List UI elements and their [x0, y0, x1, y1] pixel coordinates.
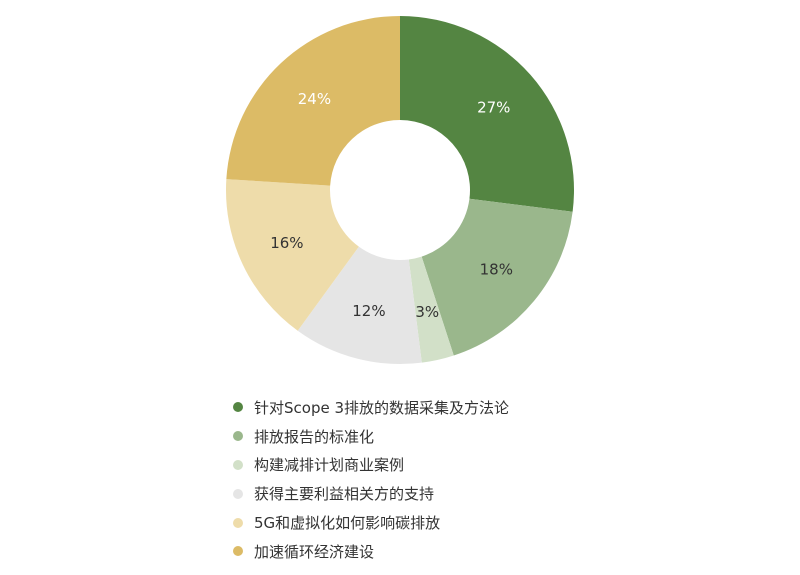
- donut-slice-1: [400, 16, 574, 212]
- slice-value-label-4: 12%: [352, 302, 385, 320]
- legend-swatch-1: [233, 402, 243, 413]
- donut-slice-5: [226, 179, 359, 331]
- slice-value-label-3: 3%: [415, 303, 439, 321]
- legend-label-5: 5G和虚拟化如何影响碳排放: [254, 514, 441, 533]
- legend-swatch-3: [233, 459, 243, 470]
- legend-swatch-5: [233, 517, 243, 528]
- slice-value-label-2: 18%: [480, 261, 513, 279]
- legend-label-3: 构建减排计划商业案例: [254, 456, 405, 475]
- legend-label-4: 获得主要利益相关方的支持: [254, 485, 435, 504]
- legend-item-1: 针对Scope 3排放的数据采集及方法论: [233, 393, 509, 422]
- legend-label-6: 加速循环经济建设: [254, 542, 375, 561]
- legend-label-2: 排放报告的标准化: [254, 427, 375, 446]
- legend-item-4: 获得主要利益相关方的支持: [233, 479, 509, 508]
- donut-slice-2: [421, 198, 573, 356]
- legend-label-1: 针对Scope 3排放的数据采集及方法论: [254, 398, 510, 417]
- legend-item-2: 排放报告的标准化: [233, 422, 509, 451]
- donut-slice-4: [297, 246, 422, 364]
- legend-item-6: 加速循环经济建设: [233, 537, 509, 566]
- legend-swatch-2: [233, 431, 243, 442]
- legend-item-5: 5G和虚拟化如何影响碳排放: [233, 508, 509, 537]
- slice-value-label-5: 16%: [270, 234, 303, 252]
- donut-slice-labels: 27% 18% 3% 12% 16% 24%: [270, 90, 513, 321]
- legend-item-3: 构建减排计划商业案例: [233, 451, 509, 480]
- legend-swatch-4: [233, 488, 243, 499]
- donut-slice-3: [408, 256, 454, 363]
- slice-value-label-6: 24%: [298, 90, 331, 108]
- slice-value-label-1: 27%: [477, 98, 510, 116]
- donut-slice-6: [226, 16, 400, 186]
- legend-swatch-6: [233, 546, 243, 557]
- donut-slices: [226, 16, 574, 364]
- chart-legend: 针对Scope 3排放的数据采集及方法论 排放报告的标准化构建减排计划商业案例获得…: [233, 393, 509, 566]
